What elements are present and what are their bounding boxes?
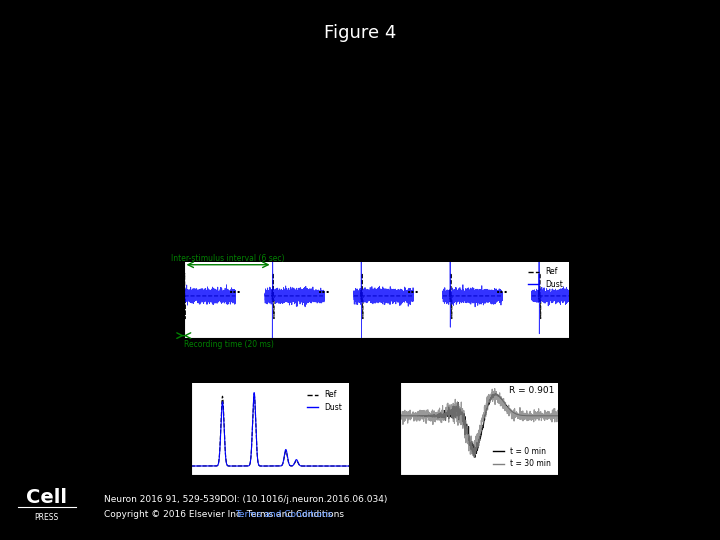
Y-axis label: PSD ($\mu$V$^2$/Hz): PSD ($\mu$V$^2$/Hz) <box>156 401 170 457</box>
X-axis label: Time (msec): Time (msec) <box>451 500 507 509</box>
Legend: Ref, Dust: Ref, Dust <box>304 387 346 415</box>
Text: $5\times10^{-4}$: $5\times10^{-4}$ <box>162 363 199 376</box>
Y-axis label: Voltage (mV): Voltage (mV) <box>363 400 372 458</box>
Text: Neuron 2016 91, 529-539DOI: (10.1016/j.neuron.2016.06.034): Neuron 2016 91, 529-539DOI: (10.1016/j.n… <box>104 495 388 504</box>
Legend: t = 0 min, t = 30 min: t = 0 min, t = 30 min <box>490 443 554 471</box>
Text: ...: ... <box>229 285 242 295</box>
Text: B: B <box>146 262 156 275</box>
Text: Recording time (20 ms): Recording time (20 ms) <box>184 340 274 349</box>
X-axis label: Time (sec): Time (sec) <box>353 362 400 371</box>
Text: A: A <box>146 42 156 55</box>
Text: ...: ... <box>407 285 420 295</box>
Text: Figure 4: Figure 4 <box>324 24 396 42</box>
Text: R = 0.901: R = 0.901 <box>510 386 555 395</box>
Text: C: C <box>146 374 156 387</box>
Text: ...: ... <box>496 285 508 295</box>
Text: PRESS: PRESS <box>35 512 59 522</box>
Text: ...: ... <box>318 285 330 295</box>
Legend: Ref, Dust: Ref, Dust <box>526 266 565 291</box>
X-axis label: Freq (Hz): Freq (Hz) <box>250 500 290 509</box>
Y-axis label: Voltage (mV): Voltage (mV) <box>147 271 156 329</box>
Text: Inter-stimulus interval (6 sec): Inter-stimulus interval (6 sec) <box>171 254 285 263</box>
Text: Cell: Cell <box>27 488 67 507</box>
Text: D: D <box>361 374 371 387</box>
Text: Copyright © 2016 Elsevier Inc. Terms and Conditions: Copyright © 2016 Elsevier Inc. Terms and… <box>104 510 344 518</box>
Text: Terms and Conditions: Terms and Conditions <box>235 510 333 518</box>
